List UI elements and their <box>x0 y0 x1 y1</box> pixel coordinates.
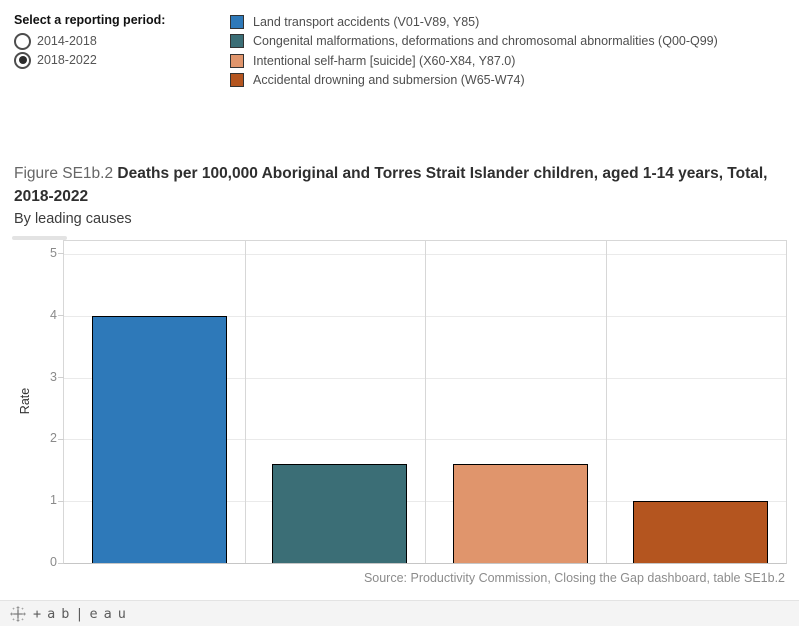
legend: Land transport accidents (V01-V89, Y85) C… <box>230 14 718 93</box>
tableau-wordmark: +ab|eau <box>33 605 132 622</box>
y-axis-tick-label: 2 <box>50 431 57 446</box>
legend-item[interactable]: Land transport accidents (V01-V89, Y85) <box>230 14 718 29</box>
radio-option-2018-2022[interactable]: 2018-2022 <box>14 51 165 69</box>
radio-option-2014-2018[interactable]: 2014-2018 <box>14 32 165 50</box>
legend-item[interactable]: Accidental drowning and submersion (W65-… <box>230 73 718 87</box>
legend-item-label: Land transport accidents (V01-V89, Y85) <box>253 14 480 29</box>
chart-title-block: Figure SE1b.2 Deaths per 100,000 Aborigi… <box>14 162 772 231</box>
bar-3[interactable] <box>633 501 769 563</box>
reporting-period-filter: Select a reporting period: 2014-2018 201… <box>14 13 165 70</box>
y-axis-tick-mark <box>58 253 64 255</box>
bar-2[interactable] <box>452 464 588 563</box>
y-axis-tick-labels: 0 1 2 3 4 5 <box>0 240 57 569</box>
tableau-footer-bar: +ab|eau <box>0 600 799 626</box>
bar-1[interactable] <box>272 464 408 563</box>
radio-option-label: 2014-2018 <box>37 34 97 48</box>
legend-item-label: Accidental drowning and submersion (W65-… <box>253 73 525 87</box>
source-caption: Source: Productivity Commission, Closing… <box>363 571 785 585</box>
radio-button-icon[interactable] <box>14 51 31 69</box>
pane-divider <box>425 241 426 563</box>
tableau-logo[interactable]: +ab|eau <box>10 606 132 622</box>
bar-0[interactable] <box>91 315 227 563</box>
y-axis-tick-mark <box>58 315 64 317</box>
pane-divider <box>244 241 246 563</box>
figure-number: Figure SE1b.2 <box>14 165 114 182</box>
legend-swatch-icon <box>230 53 244 68</box>
legend-item[interactable]: Congenital malformations, deformations a… <box>230 34 718 48</box>
filter-title: Select a reporting period: <box>14 13 166 27</box>
y-axis-tick-label: 5 <box>50 245 57 260</box>
radio-option-label: 2018-2022 <box>37 53 97 67</box>
legend-item-label: Intentional self-harm [suicide] (X60-X84… <box>253 53 516 68</box>
y-axis-tick-mark <box>58 377 64 379</box>
bar-chart-plot-area <box>58 240 787 564</box>
y-axis-tick-label: 4 <box>50 307 57 322</box>
pane-divider <box>605 241 607 563</box>
y-axis-tick-label: 0 <box>50 555 57 569</box>
legend-swatch-icon <box>230 34 244 48</box>
legend-swatch-icon <box>230 14 244 29</box>
chart-subtitle: By leading causes <box>14 211 132 227</box>
y-axis-tick-mark <box>58 438 64 440</box>
scrollbar-artifact <box>12 236 67 240</box>
legend-swatch-icon <box>230 73 244 87</box>
tableau-logo-icon <box>10 605 26 622</box>
y-axis-tick-label: 3 <box>50 369 57 384</box>
legend-item-label: Congenital malformations, deformations a… <box>253 34 718 48</box>
chart-title: Deaths per 100,000 Aboriginal and Torres… <box>14 165 768 205</box>
radio-button-icon[interactable] <box>14 32 31 50</box>
y-axis-tick-mark <box>58 562 64 564</box>
y-axis-tick-mark <box>58 500 64 502</box>
y-axis-tick-label: 1 <box>50 493 57 508</box>
legend-item[interactable]: Intentional self-harm [suicide] (X60-X84… <box>230 53 718 68</box>
